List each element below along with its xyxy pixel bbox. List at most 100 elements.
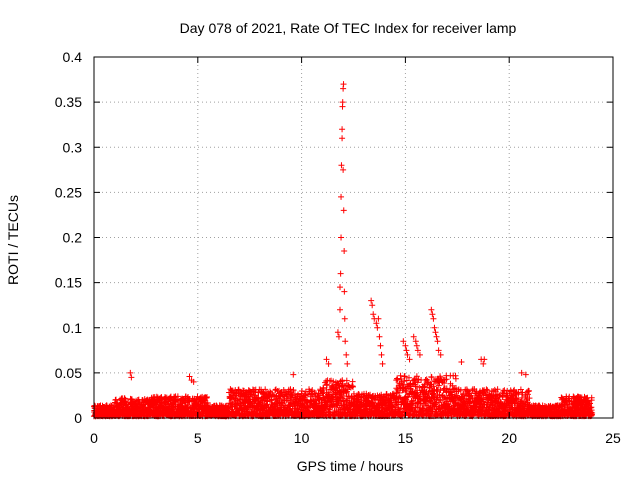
data-point bbox=[339, 126, 346, 133]
data-point bbox=[369, 302, 376, 309]
data-point bbox=[326, 406, 333, 413]
data-point bbox=[404, 351, 411, 358]
data-point bbox=[457, 387, 464, 394]
data-point bbox=[368, 297, 375, 304]
y-tick-label: 0.4 bbox=[63, 49, 83, 65]
data-point bbox=[588, 394, 595, 401]
axis-ticks: 0 5 10 15 20 25 0 0.05 0.1 0.15 0.2 0.25 0.3 0.35 0.4 bbox=[55, 49, 621, 446]
data-point bbox=[430, 393, 437, 400]
data-point bbox=[128, 374, 135, 381]
data-point bbox=[434, 388, 441, 395]
data-point bbox=[349, 383, 356, 390]
data-point bbox=[403, 347, 410, 354]
data-point bbox=[413, 392, 420, 399]
data-point bbox=[370, 311, 377, 318]
y-tick-label: 0.35 bbox=[55, 94, 82, 110]
data-point bbox=[435, 382, 442, 389]
data-point bbox=[341, 315, 348, 322]
data-point bbox=[420, 405, 427, 412]
data-point bbox=[378, 351, 385, 358]
data-point bbox=[320, 389, 327, 396]
data-point bbox=[373, 320, 380, 327]
data-point bbox=[203, 394, 210, 401]
data-point bbox=[480, 360, 487, 367]
data-point bbox=[589, 410, 596, 417]
data-point bbox=[484, 387, 491, 394]
x-axis-label: GPS time / hours bbox=[297, 458, 404, 474]
plot-frame bbox=[93, 56, 614, 419]
data-point bbox=[337, 270, 344, 277]
y-tick-label: 0.1 bbox=[63, 320, 83, 336]
data-point bbox=[432, 329, 439, 336]
data-point bbox=[340, 166, 347, 173]
data-point bbox=[338, 162, 345, 169]
data-point bbox=[452, 375, 459, 382]
data-point bbox=[267, 388, 274, 395]
data-point bbox=[441, 380, 448, 387]
data-point bbox=[266, 393, 273, 400]
data-point bbox=[526, 388, 533, 395]
data-point bbox=[339, 99, 346, 106]
data-point bbox=[494, 386, 501, 393]
data-point bbox=[458, 359, 465, 366]
data-point bbox=[203, 395, 210, 402]
data-point bbox=[439, 396, 446, 403]
data-point bbox=[414, 347, 421, 354]
data-point bbox=[443, 376, 450, 383]
data-point bbox=[443, 385, 450, 392]
data-point bbox=[341, 248, 348, 255]
x-tick-label: 10 bbox=[294, 430, 310, 446]
data-point bbox=[406, 356, 413, 363]
data-point bbox=[483, 386, 490, 393]
data-point bbox=[513, 395, 520, 402]
x-tick-label: 20 bbox=[501, 430, 517, 446]
data-point bbox=[427, 381, 434, 388]
data-point bbox=[290, 387, 297, 394]
data-point bbox=[400, 338, 407, 345]
data-point bbox=[323, 356, 330, 363]
data-point bbox=[491, 386, 498, 393]
x-tick-label: 25 bbox=[605, 430, 621, 446]
data-point bbox=[319, 390, 326, 397]
y-tick-label: 0.15 bbox=[55, 275, 82, 291]
data-point bbox=[298, 387, 305, 394]
x-tick-label: 15 bbox=[398, 430, 414, 446]
data-point bbox=[313, 400, 320, 407]
data-point bbox=[436, 391, 443, 398]
grid-lines bbox=[94, 57, 613, 418]
data-point bbox=[405, 374, 412, 381]
y-tick-label: 0.3 bbox=[63, 139, 83, 155]
data-point bbox=[376, 333, 383, 340]
data-point bbox=[349, 378, 356, 385]
data-point bbox=[414, 379, 421, 386]
data-point bbox=[323, 382, 330, 389]
data-point bbox=[526, 395, 533, 402]
data-point bbox=[341, 288, 348, 295]
data-point bbox=[325, 360, 332, 367]
data-point bbox=[429, 311, 436, 318]
data-point bbox=[343, 351, 350, 358]
data-point bbox=[430, 383, 437, 390]
data-point bbox=[412, 383, 419, 390]
chart-title: Day 078 of 2021, Rate Of TEC Index for r… bbox=[180, 20, 517, 36]
x-tick-label: 0 bbox=[90, 430, 98, 446]
data-point bbox=[518, 369, 525, 376]
data-point bbox=[337, 284, 344, 291]
data-point bbox=[338, 193, 345, 200]
data-point bbox=[396, 389, 403, 396]
data-point bbox=[413, 342, 420, 349]
data-point bbox=[337, 306, 344, 313]
data-point bbox=[190, 378, 197, 385]
data-point bbox=[402, 342, 409, 349]
data-point bbox=[334, 329, 341, 336]
data-point bbox=[416, 351, 423, 358]
y-axis-label: ROTI / TECUs bbox=[5, 195, 21, 285]
data-point bbox=[379, 360, 386, 367]
data-point bbox=[185, 397, 192, 404]
data-point bbox=[374, 324, 381, 331]
data-point bbox=[434, 338, 441, 345]
y-tick-label: 0.2 bbox=[63, 230, 83, 246]
data-point bbox=[428, 374, 435, 381]
data-point bbox=[186, 373, 193, 380]
